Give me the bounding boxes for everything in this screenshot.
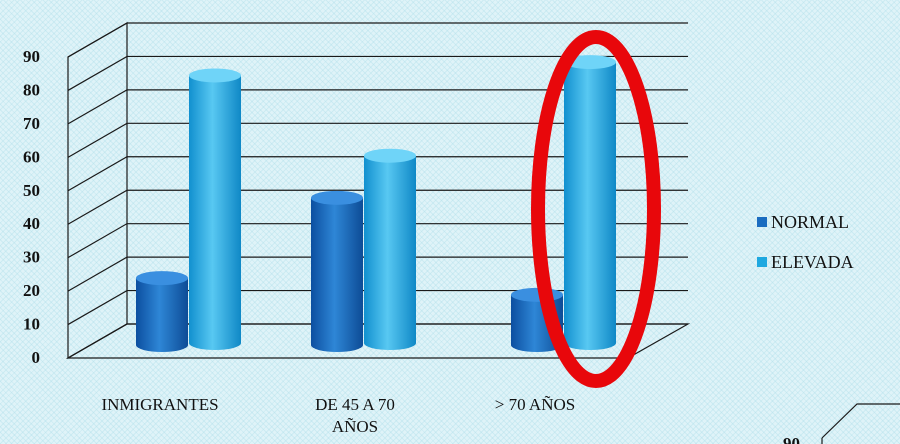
next-chart-fragment: 90 [783,403,900,444]
y-tick-label: 30 [23,248,40,267]
legend-item-normal: NORMAL [757,202,854,242]
y-tick-label: 40 [23,214,40,233]
bar-normal-1 [311,197,363,352]
grid-line [67,323,688,359]
next-chart-grid-line [821,403,900,439]
x-tick-label: DE 45 A 70 [315,395,395,414]
bar-normal-0 [136,278,188,352]
y-tick-label: 20 [23,281,40,300]
legend-item-elevada: ELEVADA [757,242,854,282]
legend-swatch-elevada [757,257,767,267]
legend-label-elevada: ELEVADA [771,251,854,272]
grid-line [67,289,688,326]
bar-top-normal-0 [136,271,188,286]
bar-elevada-2 [564,62,616,351]
bar-top-elevada-2 [564,55,616,70]
legend: NORMAL ELEVADA [757,202,854,282]
bar-top-elevada-0 [189,68,241,83]
bar-top-normal-2 [511,287,563,302]
grid-line [67,156,688,192]
grid-line [67,55,688,91]
grid-line [67,122,688,158]
x-tick-label: > 70 AÑOS [495,395,575,414]
next-chart-tick-label: 90 [783,434,800,444]
y-tick-label: 80 [23,80,40,99]
highlight-group [531,30,661,388]
bar-top-elevada-1 [364,148,416,163]
highlight-ellipse [531,30,661,388]
chart-walls [65,21,691,360]
grid-line [67,22,688,58]
y-tick-label: 70 [23,114,40,133]
y-tick-label: 60 [23,147,40,166]
grid-line [67,189,688,225]
y-axis: 0 10 20 30 40 50 60 70 80 90 [23,47,40,367]
x-axis: INMIGRANTES DE 45 A 70 AÑOS > 70 AÑOS [101,395,575,436]
y-tick-label: 50 [23,181,40,200]
grid-line [67,256,688,292]
legend-label-normal: NORMAL [771,211,850,232]
bars-group [136,55,616,352]
x-tick-label: AÑOS [332,417,378,436]
grid-line [67,89,688,125]
y-tick-label: 0 [32,348,41,367]
bar-top-normal-1 [311,190,363,205]
grid-line [67,223,688,259]
y-tick-label: 10 [23,315,40,334]
bar-elevada-1 [364,155,416,350]
legend-swatch-normal [757,217,767,227]
bar-elevada-0 [189,75,241,350]
y-tick-label: 90 [23,47,40,66]
x-tick-label: INMIGRANTES [101,395,218,414]
